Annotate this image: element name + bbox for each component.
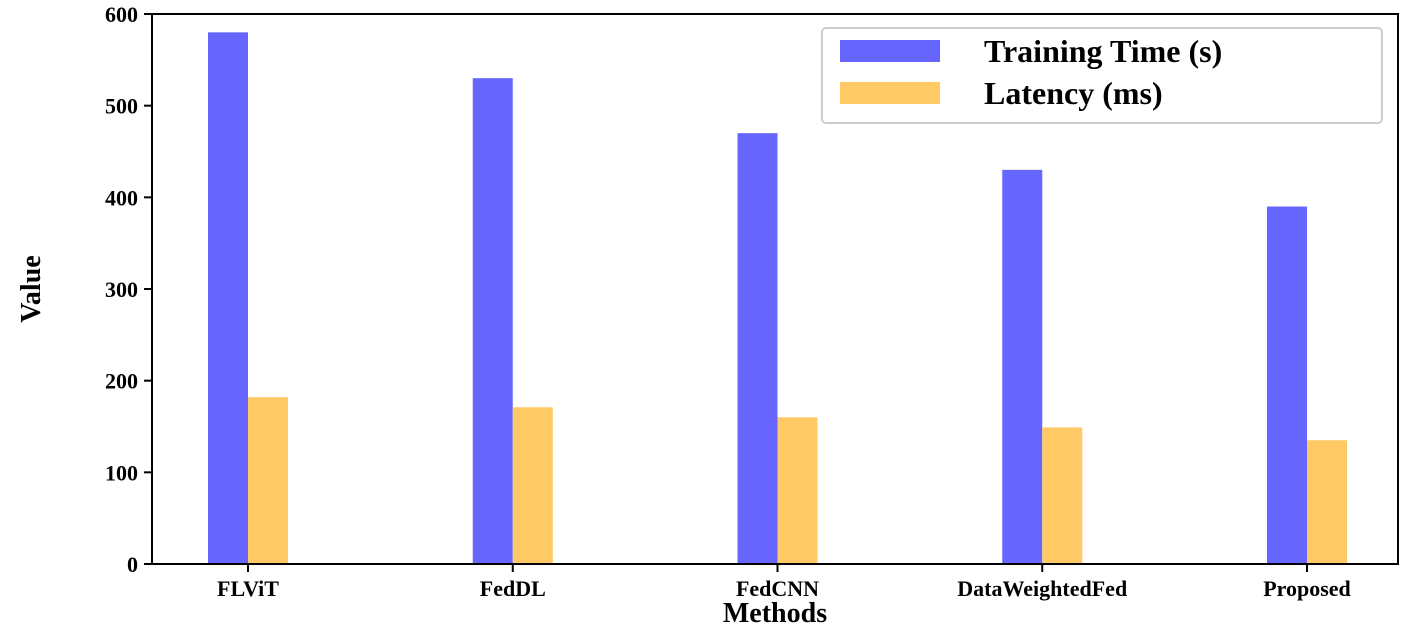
- y-tick-label: 300: [105, 277, 138, 302]
- bar-latency-proposed: [1307, 440, 1347, 564]
- x-axis-title: Methods: [723, 598, 827, 629]
- bar-training-time-feddl: [472, 78, 513, 565]
- bar-latency-fedcnn: [777, 417, 818, 564]
- legend-frame: [821, 27, 1383, 124]
- x-axis: FLViT FedDL FedCNN DataWeightedFed Proposed: [217, 564, 1351, 601]
- y-axis: 0 100 200 300 400 500 600: [105, 2, 152, 577]
- bar-latency-dataweightedfed: [1042, 427, 1083, 564]
- bars-group: [208, 32, 1347, 565]
- bar-training-time-flvit: [208, 32, 248, 565]
- legend-label: Training Time (s): [984, 33, 1222, 69]
- x-tick-label: FedCNN: [736, 576, 819, 601]
- y-axis-title: Value: [16, 255, 47, 322]
- bar-training-time-proposed: [1267, 206, 1307, 564]
- y-tick-label: 200: [105, 369, 138, 394]
- bar-latency-flvit: [248, 397, 288, 564]
- y-tick-label: 100: [105, 460, 138, 485]
- x-tick-label: DataWeightedFed: [957, 576, 1127, 601]
- legend-swatch: [840, 40, 940, 62]
- x-tick-label: FLViT: [217, 576, 279, 601]
- legend-swatch: [840, 82, 940, 104]
- y-tick-label: 0: [127, 552, 138, 577]
- bar-training-time-fedcnn: [737, 133, 778, 564]
- y-tick-label: 500: [105, 94, 138, 119]
- y-tick-label: 600: [105, 2, 138, 27]
- x-tick-label: FedDL: [480, 576, 546, 601]
- legend-label: Latency (ms): [984, 75, 1163, 111]
- legend: Training Time (s) Latency (ms): [821, 27, 1383, 124]
- bar-latency-feddl: [512, 407, 553, 564]
- x-tick-label: Proposed: [1263, 576, 1351, 601]
- y-tick-label: 400: [105, 185, 138, 210]
- bar-training-time-dataweightedfed: [1002, 169, 1043, 565]
